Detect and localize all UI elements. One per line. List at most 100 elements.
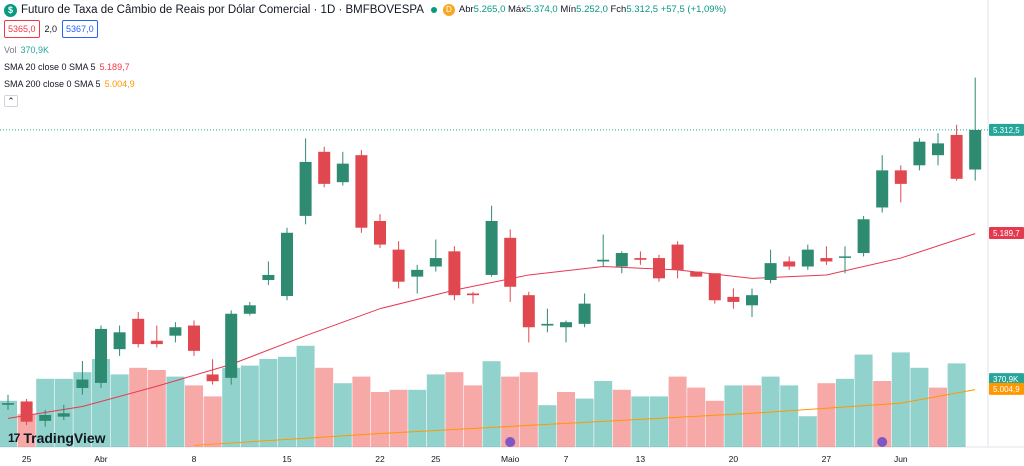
volume-bar (929, 387, 947, 447)
sma20-price-tag-bg (989, 227, 1024, 240)
candle-body (857, 219, 870, 254)
candle-body (690, 271, 703, 277)
ohlc-values: Abr5.265,0 Máx5.374,0 Mín5.252,0 Fch5.31… (458, 4, 727, 15)
candle-body (225, 313, 238, 378)
candle-body (281, 232, 293, 297)
volume-bar (594, 381, 613, 447)
volume-bar (538, 405, 557, 447)
candle-body (522, 295, 535, 328)
candle-body (932, 143, 944, 156)
market-status-icon (430, 7, 437, 13)
delayed-data-badge[interactable]: D (442, 4, 455, 16)
time-tick-label: Jun (894, 454, 908, 464)
candle-body (578, 303, 591, 324)
candle-body (839, 256, 851, 258)
volume-bar (110, 374, 129, 447)
volume-bar (668, 376, 687, 447)
time-tick-label: 8 (192, 454, 197, 464)
last-price-tag-bg (989, 123, 1024, 136)
volume-bar (203, 396, 222, 447)
time-tick-label: Maio (501, 454, 520, 464)
candle-body (764, 263, 777, 281)
sma200-legend[interactable]: SMA 200 close 0 SMA 5 5.004,9 (4, 79, 135, 89)
time-tick-label: 25 (22, 454, 32, 464)
candle-body (708, 273, 721, 301)
volume-bar (780, 385, 799, 447)
volume-bar (147, 370, 166, 447)
volume-bar (947, 363, 966, 447)
volume-bar (910, 367, 929, 447)
volume-bar (854, 354, 873, 447)
candle-body (746, 295, 758, 306)
volume-bar (724, 385, 743, 447)
candle-body (485, 220, 498, 275)
candle-body (653, 258, 665, 279)
time-tick-label: 25 (431, 454, 441, 464)
tradingview-logo-text: TradingView (23, 430, 106, 446)
candle-body (113, 332, 126, 350)
volume-bar (650, 396, 668, 447)
candle-body (355, 155, 368, 228)
candle-body (2, 403, 14, 405)
volume-bar (557, 392, 575, 447)
candle-body (597, 259, 610, 262)
volume-bar (798, 416, 817, 447)
event-marker-icon (877, 437, 888, 447)
volume-bar (17, 414, 36, 447)
candle-body (188, 325, 200, 351)
time-tick-label: 22 (375, 454, 385, 464)
volume-bar (445, 372, 464, 447)
time-tick-label: 15 (282, 454, 292, 464)
tradingview-mark-icon: 17 (8, 431, 20, 445)
buy-button[interactable]: 5367,0 (62, 20, 98, 38)
candle-body (504, 237, 517, 287)
time-tick-label: 13 (636, 454, 646, 464)
volume-bar (352, 376, 371, 447)
sma20-legend[interactable]: SMA 20 close 0 SMA 5 5.189,7 (4, 62, 130, 72)
sma200-price-tag: 5.004,9 (993, 385, 1020, 394)
sma20-line (7, 233, 976, 419)
volume-bar (389, 389, 408, 447)
sell-button[interactable]: 5365,0 (4, 20, 40, 38)
volume-bar (743, 385, 761, 447)
candle-body (95, 328, 107, 383)
volume-price-tag-bg (989, 373, 1024, 386)
candle-body (615, 253, 628, 267)
candle-body (727, 296, 740, 302)
candle-body (429, 258, 442, 267)
volume-bar (222, 367, 241, 447)
currency-symbol-icon: $ (4, 3, 17, 17)
candle-body (318, 151, 331, 184)
candle-body (392, 249, 405, 282)
candle-body (448, 251, 461, 296)
volume-bar (166, 376, 185, 447)
tradingview-logo[interactable]: 17 TradingView (8, 430, 106, 446)
volume-bar (185, 385, 203, 447)
sma200-price-tag-bg (989, 382, 1024, 395)
volume-legend[interactable]: Vol 370,9K (4, 45, 50, 55)
chevron-up-icon[interactable]: ⌃ (4, 95, 18, 107)
volume-bar (631, 396, 650, 447)
volume-bar (612, 389, 631, 447)
candle-body (76, 379, 89, 388)
volume-price-tag: 370,9K (993, 375, 1019, 384)
candle-body (913, 141, 926, 166)
candle-body (783, 261, 796, 267)
candle-body (801, 249, 814, 267)
symbol-title[interactable]: Futuro de Taxa de Câmbio de Reais por Dó… (21, 4, 424, 16)
volume-bar (426, 374, 445, 447)
candle-body (20, 401, 33, 422)
volume-bar (817, 383, 836, 447)
symbol-row: $ Futuro de Taxa de Câmbio de Reais por … (4, 3, 726, 17)
candle-body (132, 318, 145, 345)
candle-body (541, 323, 554, 326)
time-tick-label: 7 (564, 454, 569, 464)
volume-bar (73, 372, 92, 447)
candle-body (206, 374, 219, 382)
volume-bar (371, 392, 389, 447)
volume-bar (519, 372, 538, 447)
candle-body (467, 293, 479, 296)
volume-bar (873, 381, 892, 447)
candle-body (39, 414, 52, 421)
